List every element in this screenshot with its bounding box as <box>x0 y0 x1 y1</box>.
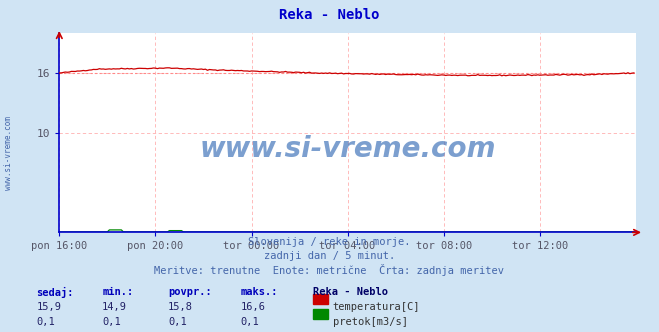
Text: Reka - Neblo: Reka - Neblo <box>313 287 388 297</box>
Text: 0,1: 0,1 <box>168 317 186 327</box>
Text: 0,1: 0,1 <box>102 317 121 327</box>
Text: 15,9: 15,9 <box>36 302 61 312</box>
Text: www.si-vreme.com: www.si-vreme.com <box>200 135 496 163</box>
Text: min.:: min.: <box>102 287 133 297</box>
Text: Reka - Neblo: Reka - Neblo <box>279 8 380 22</box>
Text: www.si-vreme.com: www.si-vreme.com <box>4 116 13 190</box>
Text: Meritve: trenutne  Enote: metrične  Črta: zadnja meritev: Meritve: trenutne Enote: metrične Črta: … <box>154 264 505 276</box>
Text: Slovenija / reke in morje.: Slovenija / reke in morje. <box>248 237 411 247</box>
Text: 15,8: 15,8 <box>168 302 193 312</box>
Text: pretok[m3/s]: pretok[m3/s] <box>333 317 408 327</box>
Text: zadnji dan / 5 minut.: zadnji dan / 5 minut. <box>264 251 395 261</box>
Text: povpr.:: povpr.: <box>168 287 212 297</box>
Text: temperatura[C]: temperatura[C] <box>333 302 420 312</box>
Text: 14,9: 14,9 <box>102 302 127 312</box>
Text: 0,1: 0,1 <box>36 317 55 327</box>
Text: sedaj:: sedaj: <box>36 287 74 298</box>
Text: 16,6: 16,6 <box>241 302 266 312</box>
Text: 0,1: 0,1 <box>241 317 259 327</box>
Text: maks.:: maks.: <box>241 287 278 297</box>
